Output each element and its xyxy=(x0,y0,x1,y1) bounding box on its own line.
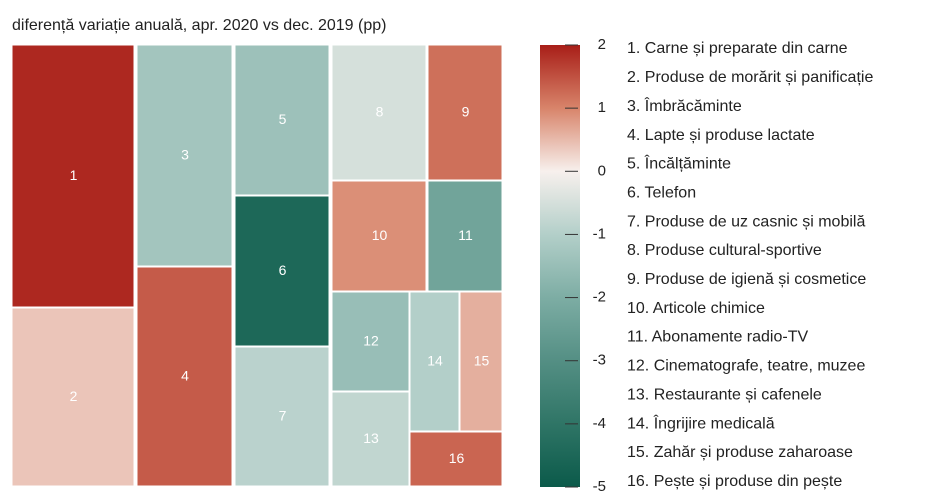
tile xyxy=(234,44,330,196)
legend-entry: 16. Pește și produse din pește xyxy=(627,473,842,490)
tile-label: 14 xyxy=(427,353,443,369)
tile xyxy=(136,44,233,267)
chart-title: diferență variație anuală, apr. 2020 vs … xyxy=(12,17,386,34)
tile xyxy=(136,266,233,487)
tile xyxy=(409,431,503,487)
tick-label: -2 xyxy=(593,289,606,306)
tile xyxy=(427,180,503,292)
tile-label: 6 xyxy=(279,262,287,278)
legend-entry: 2. Produse de morărit și panificație xyxy=(627,69,873,86)
tick-label: -5 xyxy=(593,478,606,493)
tick-label: 0 xyxy=(598,162,606,179)
tick-label: -1 xyxy=(593,225,606,242)
tile xyxy=(234,346,330,487)
tile xyxy=(331,180,427,292)
tick-label: 1 xyxy=(598,99,606,116)
legend-entry: 5. Încălțăminte xyxy=(627,154,731,173)
tile-label: 12 xyxy=(363,333,379,349)
tile-label: 5 xyxy=(279,111,287,127)
tile xyxy=(331,291,410,392)
legend-entry: 12. Cinematografe, teatre, muzee xyxy=(627,358,865,375)
tile-label: 8 xyxy=(376,104,384,120)
tick-label: -3 xyxy=(593,352,606,369)
legend-entry: 9. Produse de igienă și cosmetice xyxy=(627,271,866,288)
tile xyxy=(11,44,135,308)
tile xyxy=(234,195,330,347)
colorbar xyxy=(540,45,580,487)
tile-label: 9 xyxy=(462,104,470,120)
tile-label: 15 xyxy=(474,353,490,369)
legend-entry: 13. Restaurante și cafenele xyxy=(627,386,822,403)
tile-label: 7 xyxy=(279,408,287,424)
tile-label: 11 xyxy=(458,227,473,243)
legend-entry: 6. Telefon xyxy=(627,184,696,201)
legend-entry: 7. Produse de uz casnic și mobilă xyxy=(627,213,865,230)
tile-label: 10 xyxy=(372,227,388,243)
tile xyxy=(409,291,460,432)
tile-label: 3 xyxy=(181,147,189,163)
tile-label: 13 xyxy=(363,430,379,446)
tile xyxy=(331,391,410,487)
legend-entry: 15. Zahăr și produse zaharoase xyxy=(627,444,853,461)
tile-label: 16 xyxy=(449,450,465,466)
legend-entry: 10. Articole chimice xyxy=(627,300,765,317)
legend-entry: 8. Produse cultural-sportive xyxy=(627,242,822,259)
tile-label: 2 xyxy=(70,388,78,404)
tile-label: 4 xyxy=(181,368,189,384)
legend-entry: 14. Îngrijire medicală xyxy=(627,413,775,432)
tile-label: 1 xyxy=(70,167,78,183)
tick-label: 2 xyxy=(598,36,606,53)
tile xyxy=(459,291,503,432)
tick-label: -4 xyxy=(593,415,606,432)
tile xyxy=(331,44,427,181)
legend-entry: 4. Lapte și produse lactate xyxy=(627,127,815,144)
legend-entry: 1. Carne și preparate din carne xyxy=(627,40,848,57)
legend-entry: 3. Îmbrăcăminte xyxy=(627,96,742,115)
tile xyxy=(427,44,503,181)
tile xyxy=(11,307,135,487)
legend-entry: 11. Abonamente radio-TV xyxy=(627,329,808,346)
